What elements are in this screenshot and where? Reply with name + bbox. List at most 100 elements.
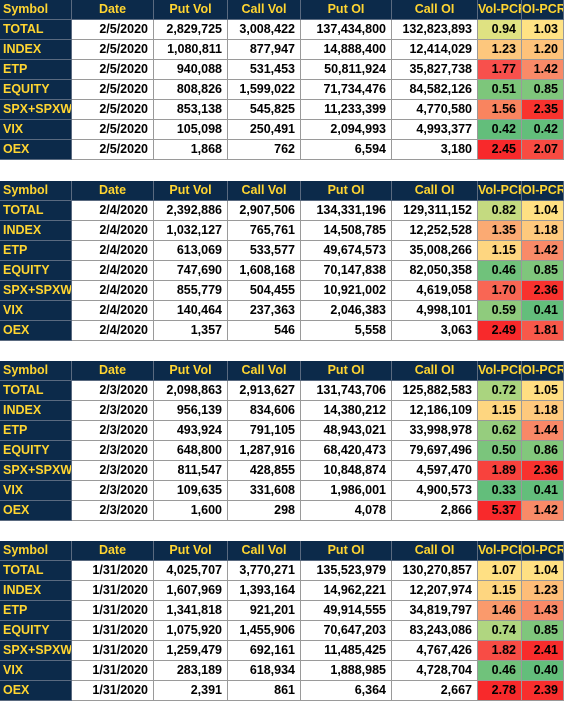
symbol-cell: OEX xyxy=(0,501,72,521)
put-oi-cell: 10,848,874 xyxy=(301,461,392,481)
call-oi-cell: 4,597,470 xyxy=(392,461,478,481)
table-row: SPX+SPXW 1/31/2020 1,259,479 692,161 11,485,… xyxy=(0,641,564,661)
call-vol-cell: 692,161 xyxy=(228,641,301,661)
oi-pcr-cell: 1.44 xyxy=(522,421,564,441)
put-vol-cell: 2,098,863 xyxy=(154,381,228,401)
pcr-table-block: Symbol Date Put Vol Call Vol Put OI Call OI Vo… xyxy=(0,361,564,521)
put-oi-cell: 5,558 xyxy=(301,321,392,341)
column-header-call-vol: Call Vol xyxy=(228,361,301,381)
put-oi-cell: 50,811,924 xyxy=(301,60,392,80)
put-vol-cell: 2,391 xyxy=(154,681,228,701)
call-oi-cell: 129,311,152 xyxy=(392,201,478,221)
oi-pcr-cell: 0.41 xyxy=(522,481,564,501)
call-oi-cell: 84,582,126 xyxy=(392,80,478,100)
call-oi-cell: 4,619,058 xyxy=(392,281,478,301)
column-header-symbol: Symbol xyxy=(0,181,72,201)
column-header-call-oi: Call OI xyxy=(392,0,478,20)
header-row: Symbol Date Put Vol Call Vol Put OI Call OI Vo… xyxy=(0,541,564,561)
date-cell: 2/4/2020 xyxy=(72,321,154,341)
put-oi-cell: 11,485,425 xyxy=(301,641,392,661)
call-vol-cell: 546 xyxy=(228,321,301,341)
put-oi-cell: 48,943,021 xyxy=(301,421,392,441)
column-header-vol-pcr: Vol-PCR xyxy=(478,541,522,561)
put-oi-cell: 6,594 xyxy=(301,140,392,160)
put-vol-cell: 956,139 xyxy=(154,401,228,421)
symbol-cell: OEX xyxy=(0,140,72,160)
call-oi-cell: 35,827,738 xyxy=(392,60,478,80)
table-row: OEX 2/4/2020 1,357 546 5,558 3,063 2.49 1.81 xyxy=(0,321,564,341)
put-oi-cell: 2,046,383 xyxy=(301,301,392,321)
vol-pcr-cell: 0.46 xyxy=(478,661,522,681)
call-vol-cell: 250,491 xyxy=(228,120,301,140)
table-row: SPX+SPXW 2/3/2020 811,547 428,855 10,848,874… xyxy=(0,461,564,481)
date-cell: 1/31/2020 xyxy=(72,681,154,701)
put-oi-cell: 11,233,399 xyxy=(301,100,392,120)
column-header-date: Date xyxy=(72,541,154,561)
put-oi-cell: 14,508,785 xyxy=(301,221,392,241)
symbol-cell: ETP xyxy=(0,601,72,621)
put-vol-cell: 2,829,725 xyxy=(154,20,228,40)
vol-pcr-cell: 2.78 xyxy=(478,681,522,701)
column-header-put-oi: Put OI xyxy=(301,181,392,201)
vol-pcr-cell: 1.89 xyxy=(478,461,522,481)
put-oi-cell: 14,380,212 xyxy=(301,401,392,421)
call-oi-cell: 4,728,704 xyxy=(392,661,478,681)
symbol-cell: VIX xyxy=(0,481,72,501)
table-row: INDEX 2/5/2020 1,080,811 877,947 14,888,400 1… xyxy=(0,40,564,60)
vol-pcr-cell: 1.46 xyxy=(478,601,522,621)
column-header-put-oi: Put OI xyxy=(301,0,392,20)
call-vol-cell: 791,105 xyxy=(228,421,301,441)
date-cell: 2/4/2020 xyxy=(72,281,154,301)
call-oi-cell: 2,866 xyxy=(392,501,478,521)
table-row: VIX 2/5/2020 105,098 250,491 2,094,993 4,993,… xyxy=(0,120,564,140)
put-oi-cell: 131,743,706 xyxy=(301,381,392,401)
column-header-symbol: Symbol xyxy=(0,541,72,561)
date-cell: 2/5/2020 xyxy=(72,80,154,100)
put-oi-cell: 135,523,979 xyxy=(301,561,392,581)
call-oi-cell: 12,207,974 xyxy=(392,581,478,601)
call-vol-cell: 1,599,022 xyxy=(228,80,301,100)
column-header-put-vol: Put Vol xyxy=(154,541,228,561)
put-vol-cell: 1,357 xyxy=(154,321,228,341)
column-header-put-vol: Put Vol xyxy=(154,181,228,201)
symbol-cell: EQUITY xyxy=(0,80,72,100)
column-header-put-vol: Put Vol xyxy=(154,361,228,381)
column-header-date: Date xyxy=(72,0,154,20)
header-row: Symbol Date Put Vol Call Vol Put OI Call OI Vo… xyxy=(0,361,564,381)
table-row: EQUITY 1/31/2020 1,075,920 1,455,906 70,647,… xyxy=(0,621,564,641)
symbol-cell: OEX xyxy=(0,321,72,341)
symbol-cell: INDEX xyxy=(0,40,72,60)
put-vol-cell: 105,098 xyxy=(154,120,228,140)
put-vol-cell: 1,259,479 xyxy=(154,641,228,661)
table-row: TOTAL 2/4/2020 2,392,886 2,907,506 134,331,1… xyxy=(0,201,564,221)
call-oi-cell: 12,252,528 xyxy=(392,221,478,241)
put-oi-cell: 1,986,001 xyxy=(301,481,392,501)
column-header-oi-pcr: OI-PCR xyxy=(522,181,564,201)
pcr-table-block: Symbol Date Put Vol Call Vol Put OI Call OI Vo… xyxy=(0,181,564,341)
call-oi-cell: 35,008,266 xyxy=(392,241,478,261)
date-cell: 2/4/2020 xyxy=(72,221,154,241)
table-row: TOTAL 2/5/2020 2,829,725 3,008,422 137,434,8… xyxy=(0,20,564,40)
column-header-call-vol: Call Vol xyxy=(228,541,301,561)
call-vol-cell: 877,947 xyxy=(228,40,301,60)
table-row: OEX 2/3/2020 1,600 298 4,078 2,866 5.37 1.42 xyxy=(0,501,564,521)
symbol-cell: EQUITY xyxy=(0,261,72,281)
vol-pcr-cell: 2.49 xyxy=(478,321,522,341)
call-vol-cell: 618,934 xyxy=(228,661,301,681)
column-header-oi-pcr: OI-PCR xyxy=(522,541,564,561)
put-vol-cell: 109,635 xyxy=(154,481,228,501)
oi-pcr-cell: 1.18 xyxy=(522,401,564,421)
symbol-cell: TOTAL xyxy=(0,381,72,401)
call-oi-cell: 132,823,893 xyxy=(392,20,478,40)
column-header-call-vol: Call Vol xyxy=(228,0,301,20)
date-cell: 2/4/2020 xyxy=(72,241,154,261)
oi-pcr-cell: 0.85 xyxy=(522,80,564,100)
call-oi-cell: 33,998,978 xyxy=(392,421,478,441)
oi-pcr-cell: 1.20 xyxy=(522,40,564,60)
table-row: ETP 1/31/2020 1,341,818 921,201 49,914,555 34… xyxy=(0,601,564,621)
oi-pcr-cell: 2.39 xyxy=(522,681,564,701)
vol-pcr-cell: 0.33 xyxy=(478,481,522,501)
table-row: EQUITY 2/3/2020 648,800 1,287,916 68,420,473… xyxy=(0,441,564,461)
column-header-symbol: Symbol xyxy=(0,361,72,381)
call-vol-cell: 834,606 xyxy=(228,401,301,421)
